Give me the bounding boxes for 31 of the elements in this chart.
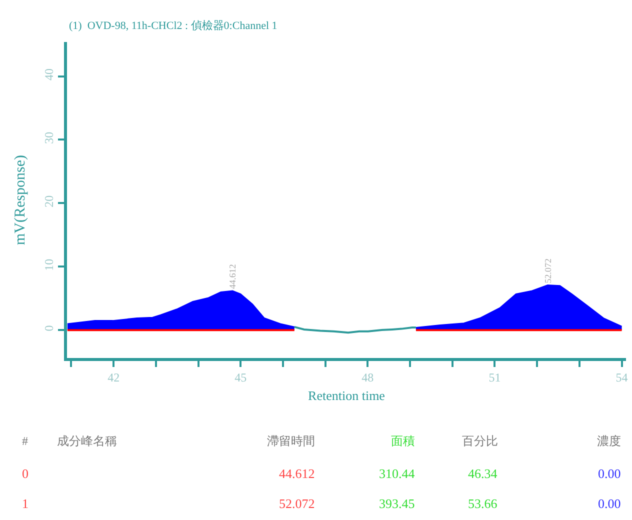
- text: 滯留時間: [267, 434, 315, 448]
- x-tick-label: 45: [234, 370, 247, 384]
- x-tick-label: 42: [108, 370, 120, 384]
- text: 53.66: [468, 496, 498, 511]
- text: 百分比: [462, 434, 498, 448]
- y-tick-label: 0: [42, 325, 56, 332]
- y-axis-title: mV(Response): [12, 155, 28, 245]
- text: 面積: [391, 434, 415, 448]
- text: 成分峰名稱: [57, 434, 117, 448]
- y-tick-label: 10: [42, 258, 56, 271]
- text: 393.45: [379, 496, 415, 511]
- text: 1: [22, 496, 28, 511]
- y-tick-label: 30: [42, 132, 56, 144]
- y-tick-label: 20: [42, 195, 56, 208]
- text: 52.072: [279, 496, 315, 511]
- x-tick-label: 54: [616, 370, 628, 384]
- chart-title: (1) OVD-98, 11h-CHCl2 : 偵檢器0:Channel 1: [69, 20, 278, 32]
- x-tick-label: 51: [488, 370, 501, 384]
- text: 310.44: [379, 466, 416, 481]
- text: #: [22, 434, 28, 448]
- text: 46.34: [468, 466, 498, 481]
- text: 0.00: [598, 496, 621, 511]
- x-axis-title: Retention time: [308, 388, 386, 403]
- text: 0.00: [598, 466, 621, 481]
- text: 0: [22, 466, 28, 481]
- annotation: 44.612: [227, 264, 238, 289]
- annotation: 52.072: [543, 258, 554, 284]
- text: 44.612: [279, 466, 315, 481]
- x-tick-label: 48: [362, 370, 374, 384]
- y-tick-label: 40: [42, 68, 56, 80]
- text: 濃度: [597, 434, 621, 448]
